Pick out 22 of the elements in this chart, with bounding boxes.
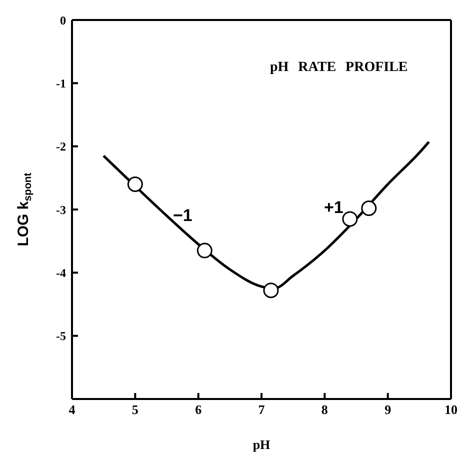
x-tick-label: 4: [68, 402, 76, 418]
y-tick-label: -2: [56, 140, 66, 154]
x-tick-label: 8: [321, 402, 328, 418]
annotation: −1: [173, 206, 192, 226]
x-tick-label: 9: [384, 402, 392, 418]
x-tick-label: 7: [258, 402, 266, 418]
x-tick-label: 5: [132, 402, 139, 418]
point: [263, 282, 279, 298]
y-tick-label: -4: [56, 266, 66, 280]
x-tick-label: 10: [444, 402, 458, 418]
x-axis-title: pH: [252, 437, 270, 452]
point: [342, 211, 358, 227]
point: [196, 242, 212, 258]
x-tick-label: 6: [195, 402, 202, 418]
y-tick-label: -3: [56, 202, 66, 217]
point: [127, 176, 143, 192]
y-tick-label: 0: [60, 13, 66, 28]
point: [361, 200, 377, 216]
annotation: +1: [324, 198, 344, 218]
y-tick-label: -1: [56, 76, 66, 90]
y-tick-label: -5: [56, 329, 66, 344]
annotation: pH RATE PROFILE: [270, 60, 408, 76]
